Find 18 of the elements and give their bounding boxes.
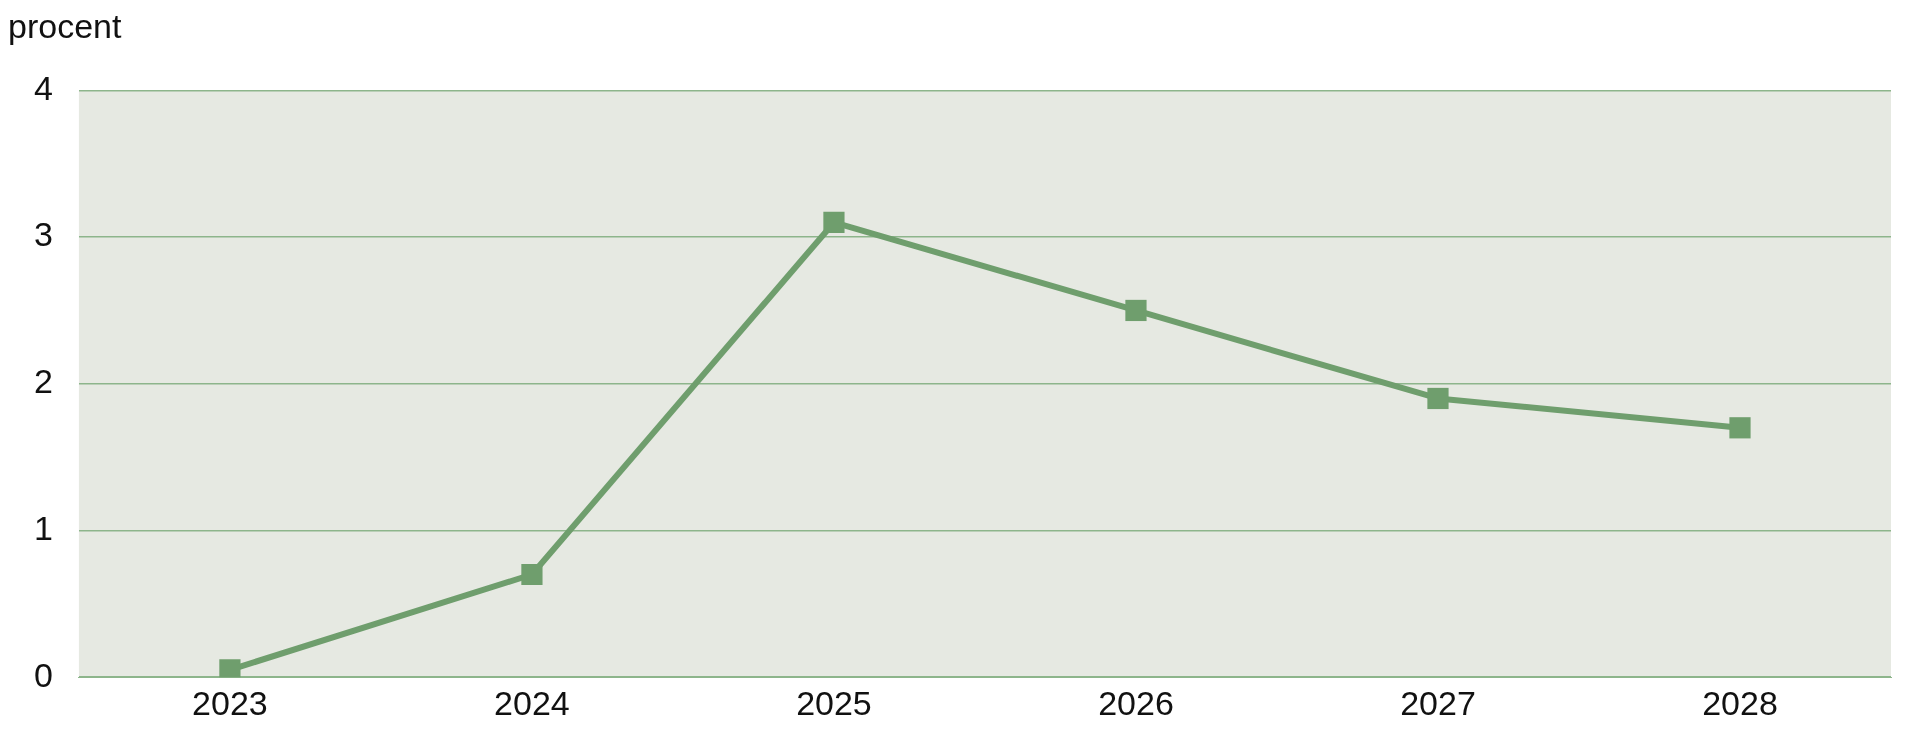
point (1125, 299, 1147, 322)
x-tick-label: 2023 (192, 683, 268, 722)
y-tick-label: 1 (33, 508, 53, 547)
point (1427, 387, 1449, 410)
y-tick-label: 4 (33, 68, 53, 107)
x-tick-label: 2025 (796, 683, 872, 722)
x-tick-label: 2028 (1702, 683, 1778, 722)
point (823, 211, 845, 234)
y-tick-label: 3 (33, 215, 53, 254)
y-tick-label: 0 (33, 655, 53, 694)
point (1729, 417, 1751, 439)
x-tick-label: 2024 (494, 683, 570, 722)
x-tick-label: 2027 (1400, 683, 1476, 722)
y-tick-label: 2 (33, 362, 53, 401)
point (219, 659, 241, 678)
x-tick-label: 2026 (1098, 683, 1174, 722)
y-axis-title: procent (8, 7, 123, 45)
point (521, 563, 543, 586)
